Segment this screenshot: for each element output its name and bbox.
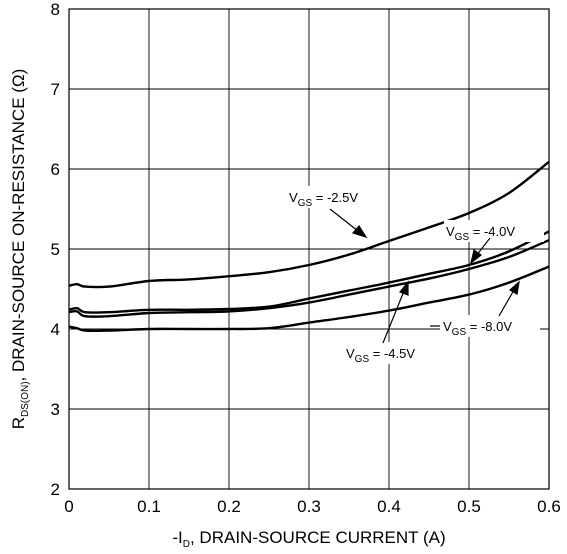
x-tick-label: 0.3 xyxy=(297,497,321,516)
arrow-vgs-4-0 xyxy=(470,237,491,265)
series-line-vgs-45 xyxy=(68,239,550,318)
y-tick-label: 4 xyxy=(51,320,60,339)
annotation-arrows xyxy=(329,208,520,344)
y-tick-label: 8 xyxy=(51,0,60,19)
y-tick-label: 5 xyxy=(51,240,60,259)
series-line-vgs-80 xyxy=(68,265,550,333)
x-tick-label: 0.5 xyxy=(457,497,481,516)
series-group xyxy=(68,160,550,333)
series-line-vgs-25 xyxy=(68,160,550,289)
x-tick-label: 0.6 xyxy=(537,497,561,516)
series-line-vgs-40 xyxy=(68,230,550,314)
arrow-vgs-2-5 xyxy=(329,208,368,239)
arrow-vgs-4-5 xyxy=(382,280,409,344)
arrow-vgs-8-0 xyxy=(498,280,520,317)
y-tick-label: 3 xyxy=(51,400,60,419)
y-axis-title: RDS(ON), DRAIN-SOURCE ON-RESISTANCE (Ω) xyxy=(9,69,31,430)
annotation-vgs-2-5: VGS = -2.5V xyxy=(286,186,384,209)
x-tick-label: 0.4 xyxy=(377,497,401,516)
annotation-label: VGS = -4.0V xyxy=(446,224,515,243)
annotation-vgs-4-0: VGS = -4.0V xyxy=(444,220,544,243)
x-axis-title: -ID, DRAIN-SOURCE CURRENT (A) xyxy=(172,528,445,550)
annotation-vgs-8-0: VGS = -8.0V xyxy=(440,315,540,338)
x-tick-label: 0 xyxy=(64,497,73,516)
annotation-vgs-4-5: VGS = -4.5V xyxy=(344,342,444,365)
grid xyxy=(69,9,549,489)
y-tick-label: 7 xyxy=(51,80,60,99)
annotation-label: VGS = -2.5V xyxy=(289,190,358,209)
tick-labels: 0 0.1 0.2 0.3 0.4 0.5 0.6 2 3 4 5 6 7 8 xyxy=(51,0,561,516)
y-tick-label: 2 xyxy=(51,480,60,499)
x-tick-label: 0.2 xyxy=(217,497,241,516)
y-tick-label: 6 xyxy=(51,160,60,179)
x-tick-label: 0.1 xyxy=(137,497,161,516)
annotation-label: VGS = -8.0V xyxy=(443,319,512,338)
annotation-label: VGS = -4.5V xyxy=(346,346,415,365)
plot-frame xyxy=(68,8,550,490)
